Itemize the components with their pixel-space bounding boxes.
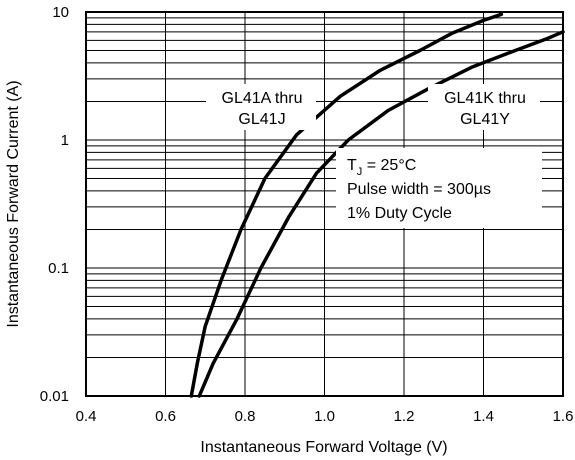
condition-temperature: TJ = 25°C [347,157,416,178]
conditions-bg [336,148,542,228]
x-tick-label-1: 0.6 [155,408,176,425]
series-line-0 [189,12,504,398]
series-b-label-line1: GL41K thru [444,90,526,107]
y-tick-label-2: 1 [61,132,69,149]
x-tick-label-6: 1.6 [553,408,574,425]
x-tick-label-4: 1.2 [394,408,415,425]
series-b-label-bg [428,84,540,130]
series-a-label-line1: GL41A thru [222,90,303,107]
y-tick-labels: 0.01 0.1 1 10 [40,4,69,405]
y-tick-label-0: 0.01 [40,388,69,405]
x-tick-labels: 0.4 0.6 0.8 1.0 1.2 1.4 1.6 [76,408,574,425]
x-tick-label-2: 0.8 [235,408,256,425]
x-tick-label-0: 0.4 [76,408,97,425]
series-a-label-line2: GL41J [238,111,285,128]
series-line-1 [197,30,565,398]
y-axis-label: Instantaneous Forward Current (A) [5,80,22,327]
plot-frame [85,11,564,397]
series-b-label-line2: GL41Y [460,111,510,128]
y-tick-label-3: 10 [52,4,69,21]
x-axis-label: Instantaneous Forward Voltage (V) [200,439,447,456]
x-tick-label-5: 1.4 [473,408,494,425]
x-tick-label-3: 1.0 [314,408,335,425]
series-a-label-bg [206,84,316,130]
curves [189,12,565,398]
condition-pulse-width: Pulse width = 300µs [347,181,491,198]
condition-duty-cycle: 1% Duty Cycle [347,205,452,222]
y-tick-label-1: 0.1 [48,260,69,277]
